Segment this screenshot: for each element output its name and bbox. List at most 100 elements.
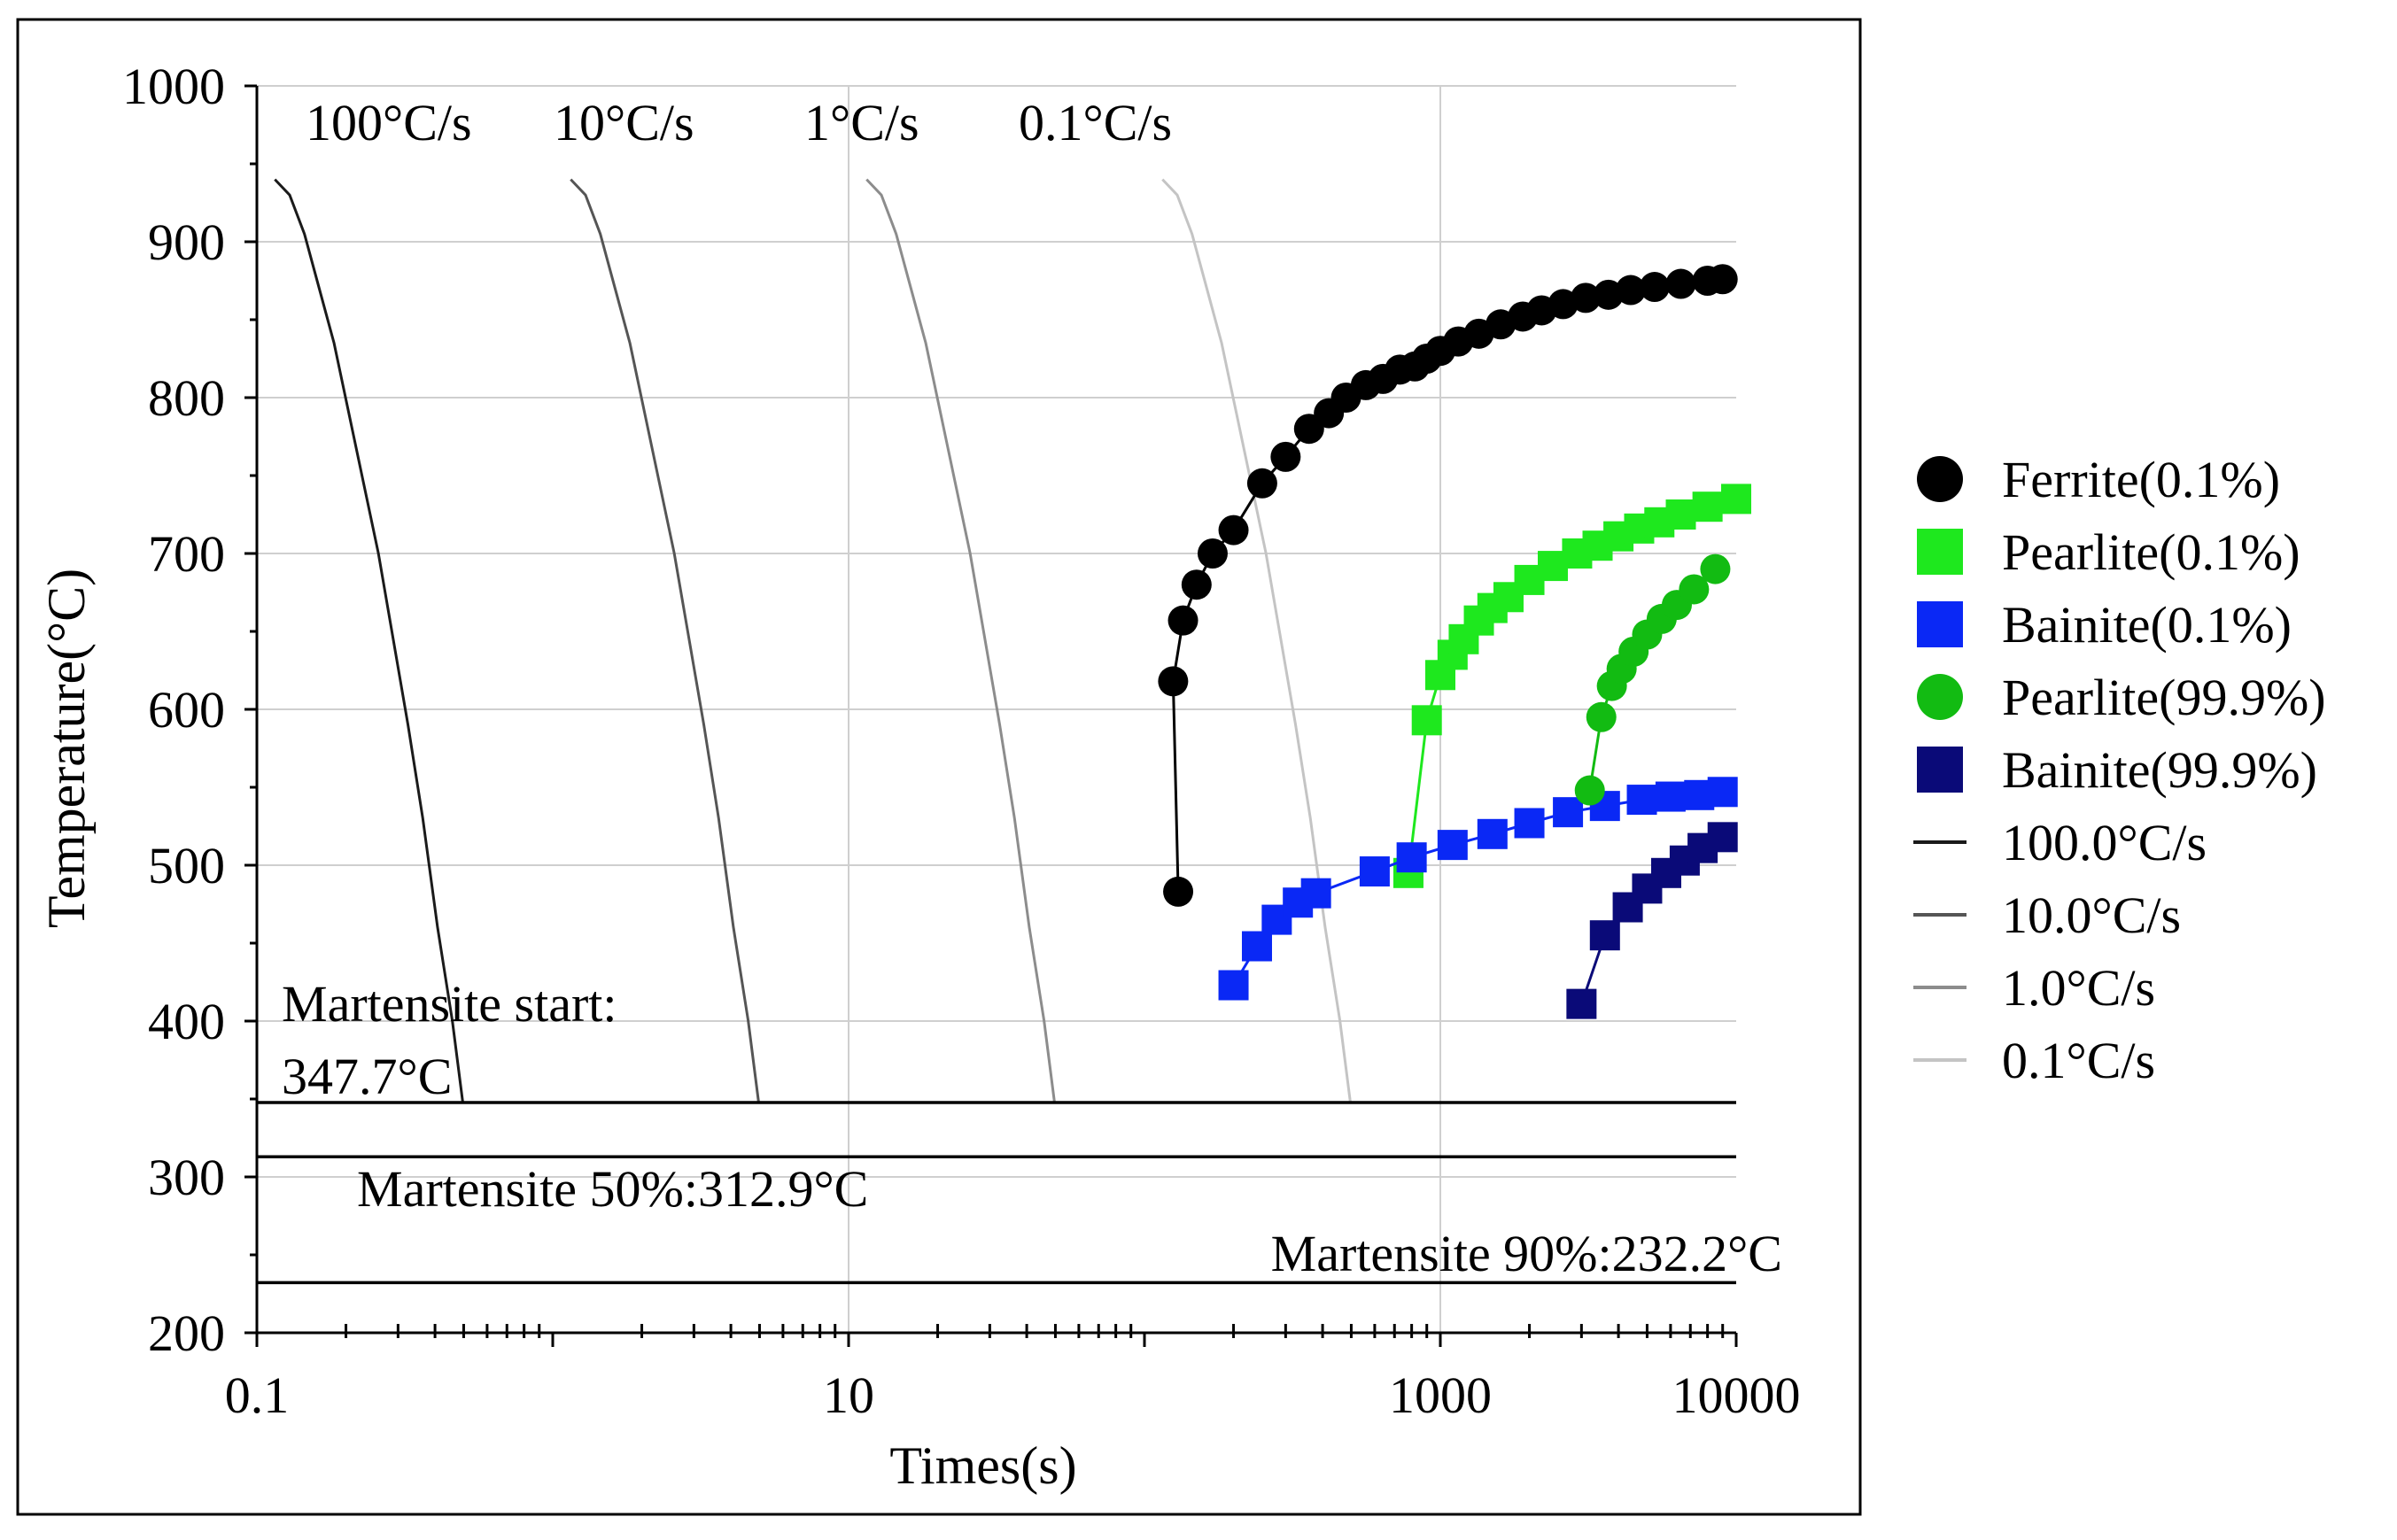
y-tick-label: 1000 [122, 58, 225, 115]
series-Pearlite(99.9%) [1574, 553, 1731, 806]
data-point [1700, 553, 1731, 584]
legend-item: Ferrite(0.1%) [1917, 451, 2280, 508]
rate-label: 1°C/s [804, 94, 919, 151]
martensite-lines [257, 1101, 1736, 1285]
y-tick-label: 500 [148, 837, 225, 894]
data-point [1437, 830, 1468, 861]
data-point [1707, 822, 1738, 853]
data-point [1270, 441, 1301, 472]
data-point [1514, 808, 1545, 839]
data-point [1396, 842, 1427, 873]
data-point [1411, 705, 1442, 736]
legend-item: Pearlite(99.9%) [1917, 669, 2326, 726]
cooling-curve [274, 178, 464, 1103]
martensite-90-label: Martensite 90%:232.2°C [1271, 1225, 1782, 1282]
x-tick-label: 10000 [1672, 1366, 1801, 1424]
y-tick-label: 900 [148, 213, 225, 271]
data-point [1639, 272, 1670, 303]
data-point [1626, 785, 1657, 816]
x-tick-label: 0.1 [225, 1366, 290, 1424]
legend-label: Bainite(0.1%) [2002, 596, 2292, 654]
legend-item: 0.1°C/s [1913, 1032, 2155, 1089]
data-point [1692, 491, 1723, 522]
y-tick-label: 700 [148, 525, 225, 583]
data-point [1241, 931, 1272, 962]
rate-label: 0.1°C/s [1019, 94, 1172, 151]
data-point [1181, 569, 1212, 600]
series-Bainite(0.1%) [1218, 777, 1738, 1001]
data-point [1665, 268, 1696, 299]
data-point [1707, 777, 1738, 808]
legend-swatch [1917, 747, 1963, 793]
legend-item: Bainite(99.9%) [1917, 741, 2317, 799]
data-point [1586, 701, 1617, 732]
data-point [1655, 781, 1686, 812]
legend: Ferrite(0.1%) Pearlite(0.1%) Bainite(0.1%)… [1913, 451, 2326, 1089]
legend-swatch [1917, 601, 1963, 647]
data-point [1679, 574, 1710, 605]
legend-label: Pearlite(0.1%) [2002, 523, 2300, 581]
data-point [1477, 818, 1508, 849]
data-point [1707, 264, 1738, 295]
data-point [1359, 856, 1390, 887]
axes: 200 300 400 500 600 700 800 900 1000 0.1 10 1000 100… [122, 58, 1801, 1424]
x-tick-label: 10 [823, 1366, 874, 1424]
data-point [1218, 970, 1249, 1001]
y-tick-label: 300 [148, 1149, 225, 1206]
legend-label: 100.0°C/s [2002, 814, 2207, 871]
x-tick-label: 1000 [1389, 1366, 1492, 1424]
y-tick-label: 800 [148, 369, 225, 427]
legend-item: Bainite(0.1%) [1917, 596, 2292, 654]
data-point [1218, 515, 1249, 546]
y-tick-label: 400 [148, 993, 225, 1050]
y-tick-label: 600 [148, 681, 225, 739]
data-point [1589, 920, 1620, 951]
legend-item: Pearlite(0.1%) [1917, 523, 2300, 581]
martensite-start-value: 347.7°C [282, 1048, 452, 1105]
legend-swatch [1917, 674, 1963, 720]
legend-label: 10.0°C/s [2002, 886, 2181, 944]
legend-label: 0.1°C/s [2002, 1032, 2155, 1089]
data-point [1548, 289, 1579, 320]
data-series [1158, 264, 1751, 1019]
y-axis-label: Temperature(°C) [37, 569, 96, 928]
data-point [1574, 775, 1605, 806]
legend-item: 10.0°C/s [1913, 886, 2181, 944]
cooling-curves [274, 178, 1352, 1103]
legend-label: Pearlite(99.9%) [2002, 669, 2326, 726]
data-point [1300, 878, 1331, 909]
cooling-curve [1161, 178, 1352, 1103]
martensite-50-label: Martensite 50%:312.9°C [357, 1160, 868, 1218]
legend-label: Ferrite(0.1%) [2002, 451, 2280, 508]
data-point [1665, 499, 1696, 530]
data-point [1566, 988, 1597, 1019]
cooling-curve [865, 178, 1056, 1103]
annotations: Martensite start: 347.7°C Martensite 50%:3… [282, 94, 1782, 1282]
legend-swatch [1917, 529, 1963, 575]
data-point [1167, 605, 1198, 636]
y-tick-label: 200 [148, 1304, 225, 1362]
cooling-curve [570, 178, 760, 1103]
legend-label: 1.0°C/s [2002, 959, 2155, 1017]
series-Ferrite(0.1%) [1158, 264, 1738, 907]
data-point [1721, 484, 1751, 515]
outer-frame [16, 18, 1862, 1516]
legend-label: Bainite(99.9%) [2002, 741, 2317, 799]
x-axis-label: Times(s) [889, 1436, 1076, 1495]
series-Pearlite(0.1%) [1392, 484, 1751, 888]
data-point [1163, 876, 1194, 907]
data-point [1553, 797, 1584, 828]
data-point [1246, 468, 1277, 499]
data-point [1197, 538, 1228, 569]
martensite-start-label: Martensite start: [282, 975, 617, 1033]
legend-item: 100.0°C/s [1913, 814, 2207, 871]
rate-label: 100°C/s [306, 94, 472, 151]
data-point [1158, 666, 1189, 697]
legend-item: 1.0°C/s [1913, 959, 2155, 1017]
rate-label: 10°C/s [554, 94, 694, 151]
data-point [1615, 275, 1646, 306]
legend-swatch [1917, 456, 1963, 502]
series-Bainite(99.9%) [1566, 822, 1738, 1019]
data-point [1571, 282, 1602, 313]
